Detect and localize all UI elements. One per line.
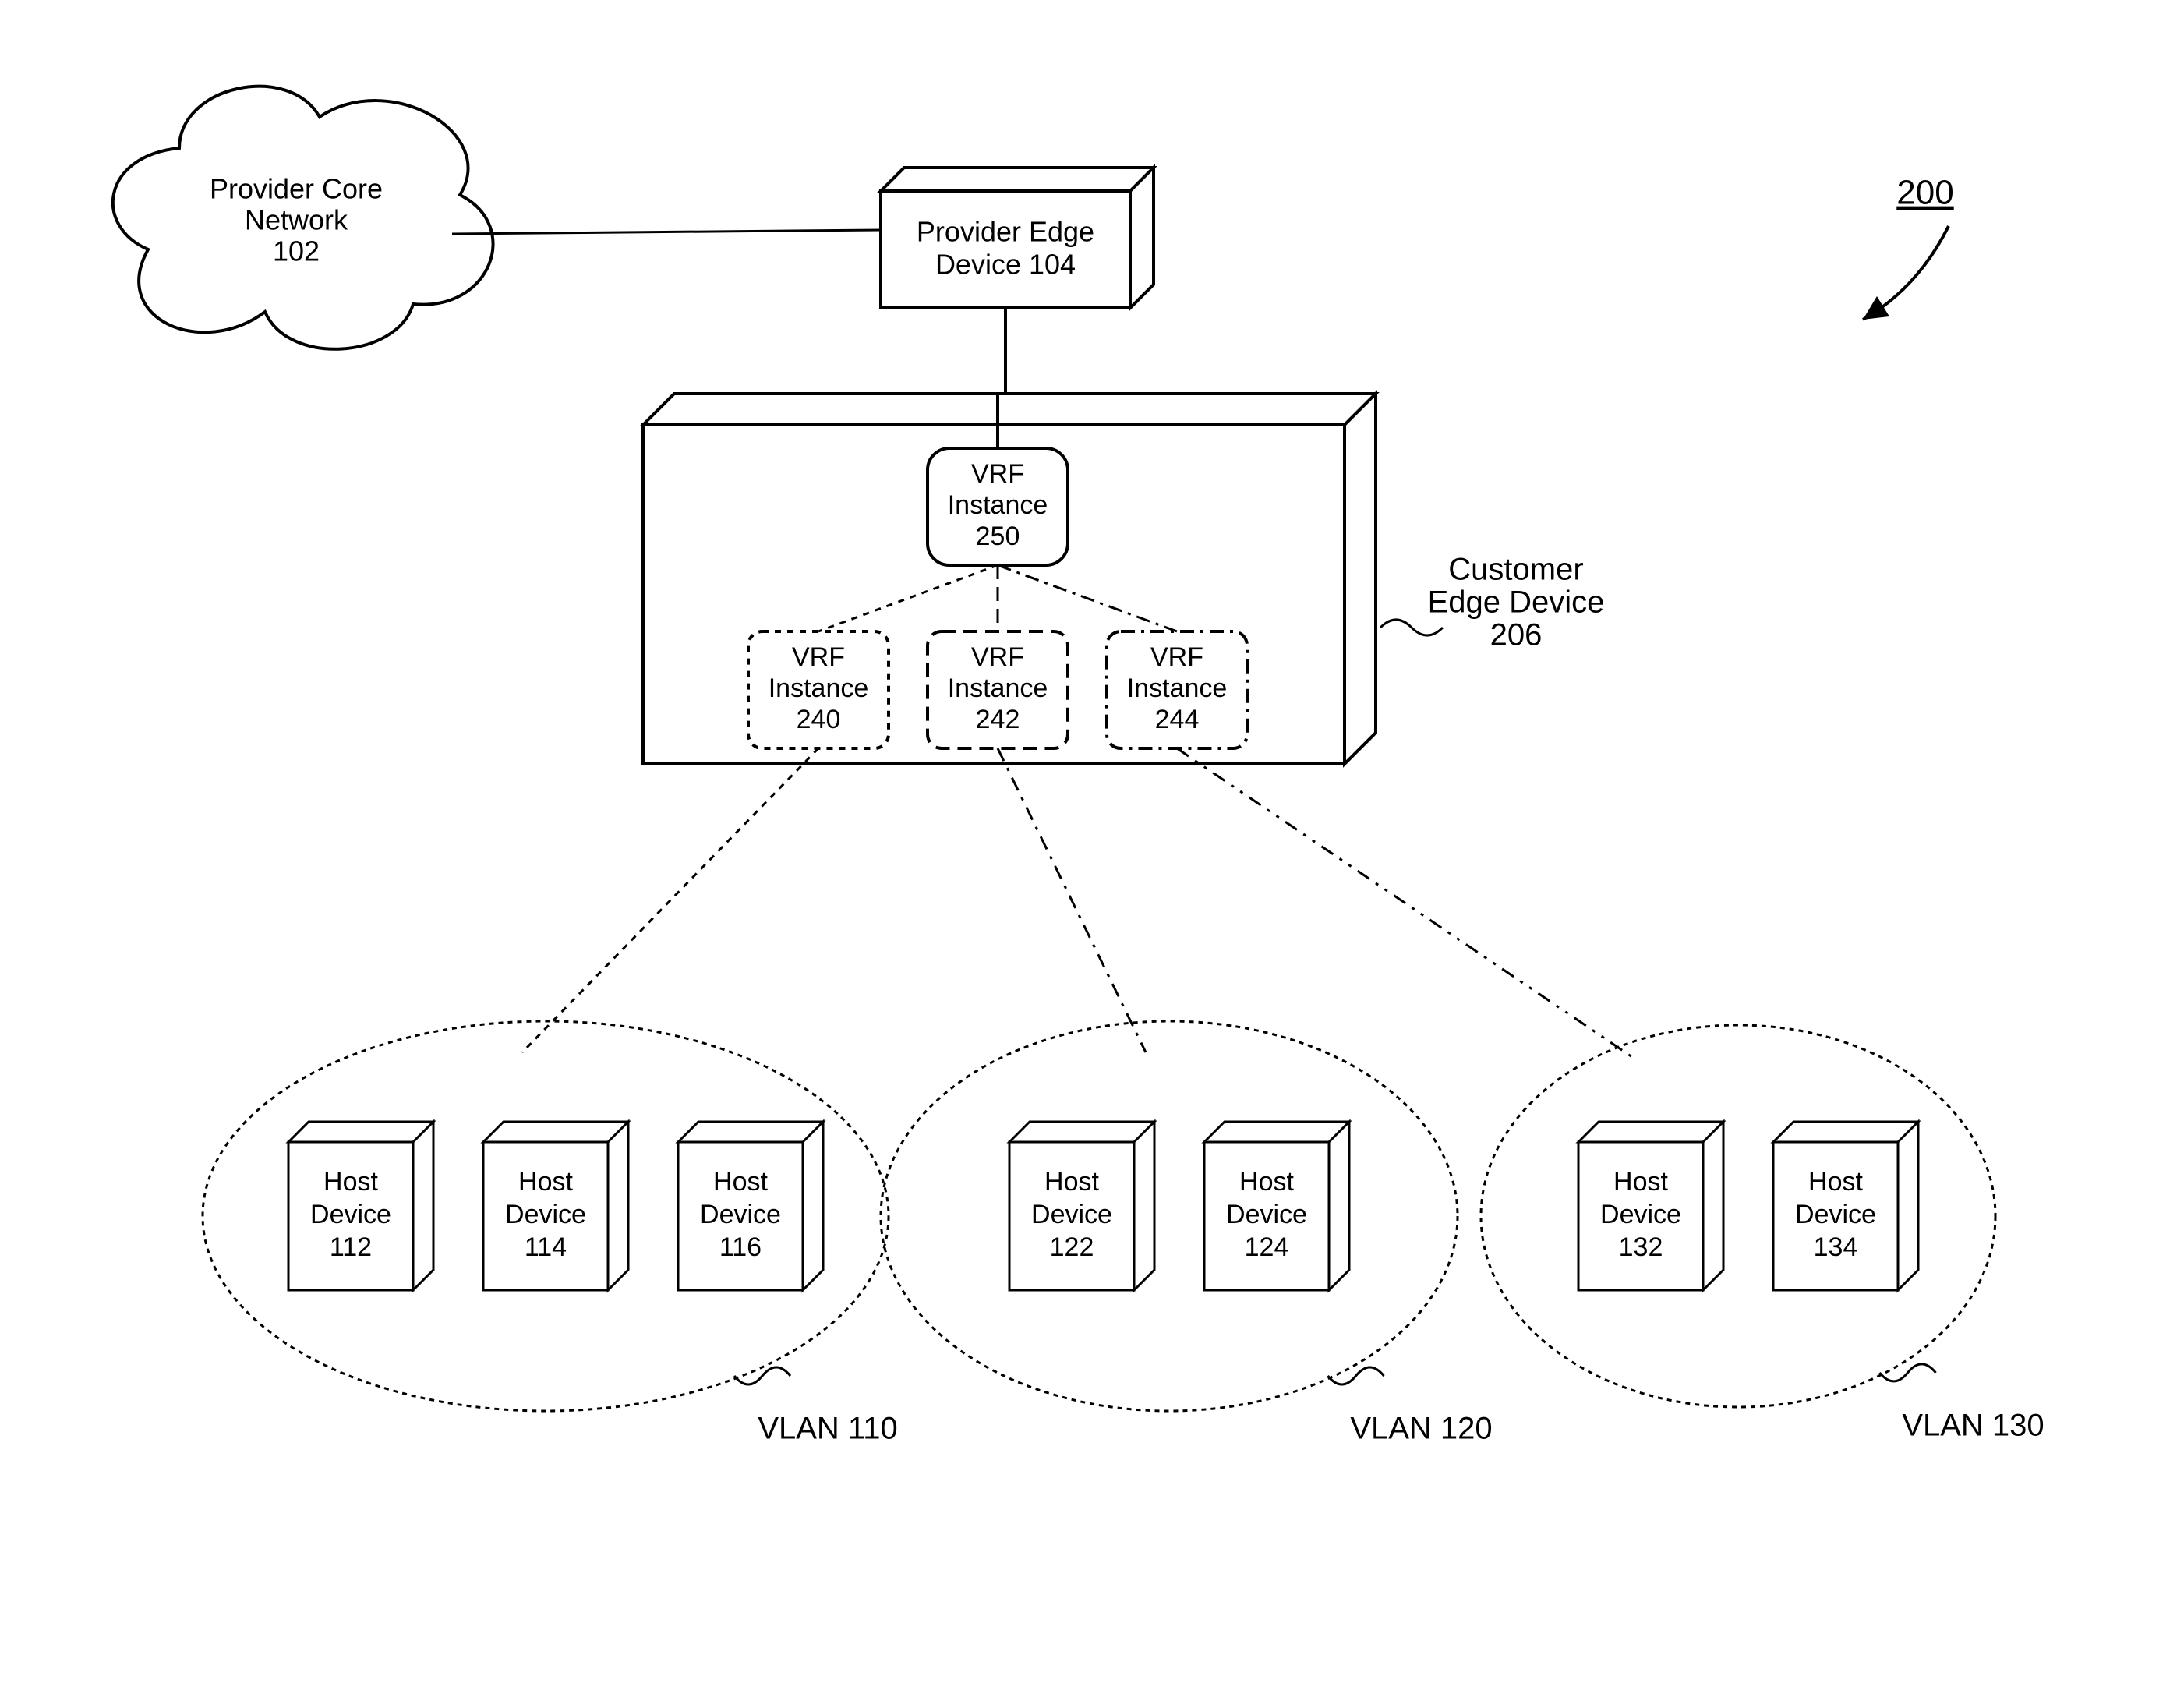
svg-text:Device: Device	[505, 1200, 586, 1229]
svg-text:Instance: Instance	[1127, 674, 1228, 703]
host-device: Host Device 122	[1009, 1122, 1154, 1290]
svg-text:242: 242	[976, 705, 1020, 734]
svg-text:244: 244	[1155, 705, 1200, 734]
vrf-240: VRFInstance240	[748, 631, 889, 748]
svg-text:132: 132	[1619, 1232, 1663, 1262]
figure-number: 200	[1863, 174, 1954, 320]
svg-text:Host: Host	[1808, 1167, 1863, 1197]
vlan-130: Host Device 132 Host Device 134 VLAN 130	[1481, 1025, 2044, 1442]
host-device: Host Device 124	[1204, 1122, 1349, 1290]
svg-text:112: 112	[330, 1232, 372, 1262]
svg-text:Device: Device	[1031, 1200, 1112, 1229]
svg-text:VRF: VRF	[971, 459, 1024, 489]
svg-text:Device: Device	[1795, 1200, 1876, 1229]
svg-text:Host: Host	[1613, 1167, 1668, 1197]
svg-text:Provider Core: Provider Core	[210, 173, 383, 205]
svg-text:Device 104: Device 104	[935, 249, 1076, 281]
link-cloud-pe	[452, 230, 881, 234]
link-vrf-240-vlan-110	[522, 748, 818, 1052]
vlan-110: Host Device 112 Host Device 114 Host Device 116 V…	[203, 1021, 898, 1446]
svg-text:VLAN 130: VLAN 130	[1902, 1408, 2044, 1442]
svg-text:VLAN 120: VLAN 120	[1350, 1412, 1492, 1446]
svg-text:Host: Host	[1239, 1167, 1294, 1197]
vrf-top: VRFInstance250	[928, 448, 1068, 565]
provider-edge-device: Provider EdgeDevice 104	[881, 168, 1154, 308]
link-vrf-244-vlan-130	[1177, 748, 1637, 1060]
svg-text:Customer: Customer	[1448, 553, 1583, 587]
svg-text:206: 206	[1490, 618, 1543, 652]
link-vrf-242-vlan-120	[998, 748, 1146, 1052]
svg-text:VRF: VRF	[1150, 642, 1203, 672]
svg-text:Host: Host	[713, 1167, 768, 1197]
provider-core-cloud: Provider CoreNetwork102	[113, 87, 493, 349]
vlan-120: Host Device 122 Host Device 124 VLAN 120	[881, 1021, 1493, 1446]
svg-text:Host: Host	[323, 1167, 378, 1197]
svg-text:102: 102	[273, 235, 320, 267]
svg-text:Device: Device	[1226, 1200, 1307, 1229]
host-device: Host Device 134	[1773, 1122, 1918, 1290]
svg-text:Device: Device	[310, 1200, 391, 1229]
svg-text:Instance: Instance	[769, 674, 869, 703]
svg-text:250: 250	[976, 522, 1020, 551]
svg-text:240: 240	[797, 705, 841, 734]
svg-text:VRF: VRF	[792, 642, 845, 672]
svg-text:Host: Host	[1044, 1167, 1099, 1197]
host-device: Host Device 112	[288, 1122, 433, 1290]
svg-text:Device: Device	[700, 1200, 781, 1229]
host-device: Host Device 116	[678, 1122, 823, 1290]
svg-text:Instance: Instance	[948, 490, 1048, 520]
svg-text:Device: Device	[1600, 1200, 1681, 1229]
svg-text:VLAN 110: VLAN 110	[758, 1412, 897, 1446]
vrf-244: VRFInstance244	[1107, 631, 1247, 748]
svg-text:124: 124	[1245, 1232, 1289, 1262]
host-device: Host Device 132	[1578, 1122, 1723, 1290]
svg-text:200: 200	[1896, 174, 1953, 212]
svg-text:Instance: Instance	[948, 674, 1048, 703]
svg-text:Host: Host	[518, 1167, 573, 1197]
vrf-242: VRFInstance242	[928, 631, 1068, 748]
svg-text:134: 134	[1814, 1232, 1858, 1262]
svg-text:VRF: VRF	[971, 642, 1024, 672]
svg-text:Network: Network	[245, 204, 348, 236]
svg-text:114: 114	[525, 1232, 567, 1262]
svg-text:116: 116	[719, 1232, 762, 1262]
customer-edge-label: CustomerEdge Device206	[1380, 553, 1604, 652]
host-device: Host Device 114	[483, 1122, 628, 1290]
svg-text:122: 122	[1050, 1232, 1094, 1262]
svg-text:Provider Edge: Provider Edge	[917, 216, 1094, 248]
svg-text:Edge Device: Edge Device	[1428, 585, 1605, 620]
